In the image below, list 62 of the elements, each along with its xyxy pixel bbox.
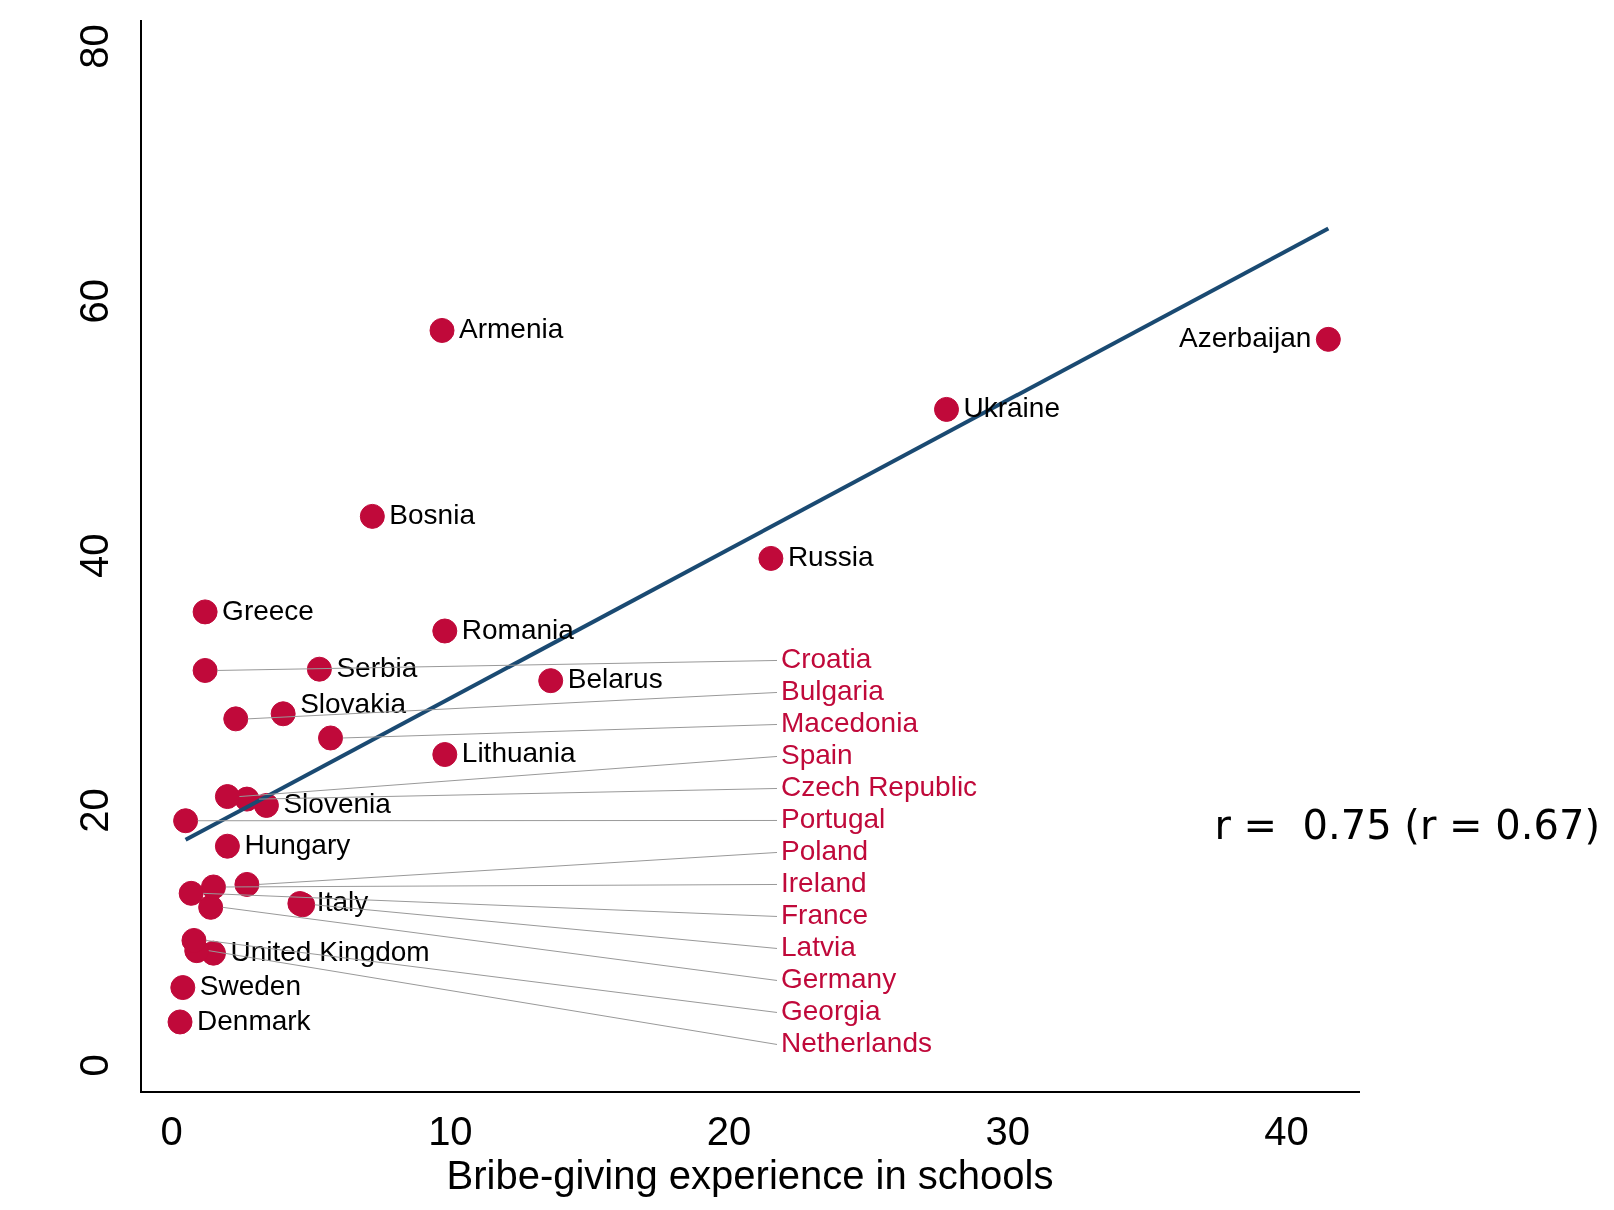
x-axis-title: Bribe-giving experience in schools (446, 1153, 1054, 1198)
point (214, 784, 240, 810)
series-label: Slovakia (300, 688, 407, 720)
text: Latvia (781, 931, 857, 963)
point (170, 975, 196, 1001)
series-label: Belarus (567, 663, 663, 695)
series-label: Lithuania (461, 737, 576, 769)
series-label: Armenia (459, 313, 564, 345)
point (200, 874, 226, 900)
point (934, 396, 959, 422)
series-label: Serbia (336, 651, 418, 683)
series-label: Slovenia (283, 788, 392, 820)
series-label: Bosnia (389, 499, 476, 531)
point (192, 599, 218, 625)
series-label: Greece (222, 594, 314, 626)
x-tick-label: 40 (1264, 1109, 1309, 1154)
text: Portugal (781, 803, 886, 835)
point (429, 317, 455, 343)
y-tick-label: 20 (72, 788, 117, 833)
y-tick-label: 60 (72, 278, 117, 324)
point (432, 618, 458, 644)
text: Poland (781, 835, 869, 867)
x-tick-label: 10 (428, 1109, 473, 1154)
series-label: Italy (316, 886, 369, 918)
text: Spain (781, 739, 853, 771)
text: Germany (781, 963, 897, 995)
text: Netherlands (781, 1027, 932, 1059)
x-tick-label: 30 (985, 1109, 1031, 1154)
point (214, 833, 240, 859)
series-label: Hungary (244, 828, 351, 860)
text: Ireland (781, 867, 867, 899)
point (432, 742, 458, 768)
point (178, 880, 204, 906)
point (359, 503, 385, 529)
point (318, 725, 344, 751)
x-tick-label: 20 (706, 1109, 752, 1154)
text: Croatia (781, 643, 872, 675)
text: Bulgaria (781, 675, 885, 707)
series-label: United Kingdom (230, 935, 430, 967)
point (758, 545, 784, 571)
y-tick-label: 40 (72, 533, 117, 579)
point (223, 706, 249, 732)
series-label: Sweden (199, 970, 301, 1002)
point (306, 656, 332, 682)
annotation: r = 0.75 (r = 0.67) (1214, 801, 1600, 848)
series-label: Romania (461, 613, 575, 645)
series-label: Denmark (197, 1004, 312, 1036)
text: Georgia (781, 995, 882, 1027)
text: Czech Republic (781, 771, 978, 803)
point (270, 701, 296, 727)
point (538, 668, 564, 694)
x-tick-label: 0 (160, 1109, 183, 1154)
point (192, 657, 218, 683)
series-label: Azerbaijan (1179, 322, 1312, 354)
text: France (781, 899, 869, 931)
series-label: Russia (787, 541, 874, 573)
text: Macedonia (781, 707, 919, 739)
y-tick-label: 80 (72, 24, 117, 69)
point (1315, 326, 1341, 352)
point (173, 808, 199, 834)
point (167, 1009, 193, 1035)
y-tick-label: 0 (72, 1054, 117, 1077)
